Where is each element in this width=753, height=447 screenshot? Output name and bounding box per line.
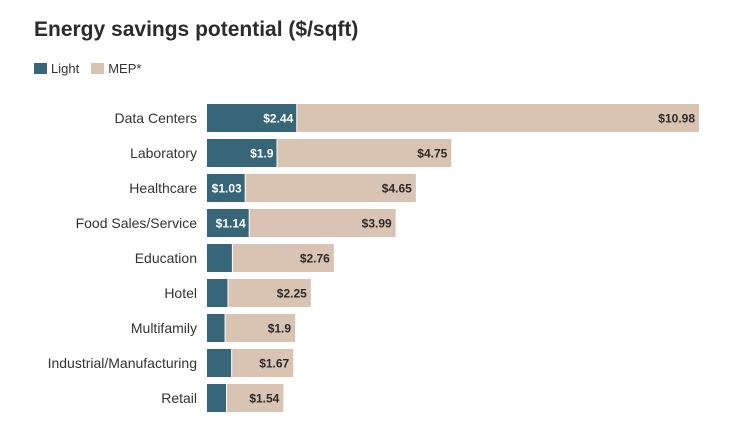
value-label-mep-data-centers: $10.98 bbox=[658, 112, 695, 126]
value-label-light-data-centers: $2.44 bbox=[263, 112, 293, 126]
legend-item-mep: MEP* bbox=[91, 61, 141, 76]
category-label-laboratory: Laboratory bbox=[130, 145, 197, 161]
chart-title: Energy savings potential ($/sqft) bbox=[34, 18, 359, 41]
bar-mep-food-sales-service bbox=[249, 209, 396, 237]
bar-light-data-centers bbox=[207, 104, 297, 132]
legend-swatch-light bbox=[34, 63, 47, 74]
category-label-education: Education bbox=[135, 250, 197, 266]
legend-swatch-mep bbox=[91, 63, 105, 74]
category-label-industrial-manufacturing: Industrial/Manufacturing bbox=[48, 355, 197, 371]
category-label-multifamily: Multifamily bbox=[131, 320, 197, 336]
bar-mep-laboratory bbox=[277, 139, 452, 167]
bar-light-industrial-manufacturing bbox=[207, 349, 232, 377]
value-label-mep-multifamily: $1.9 bbox=[268, 322, 292, 336]
value-label-mep-retail: $1.54 bbox=[249, 392, 279, 406]
value-label-mep-laboratory: $4.75 bbox=[417, 147, 447, 161]
category-label-hotel: Hotel bbox=[164, 285, 197, 301]
legend: Light MEP* bbox=[34, 61, 153, 76]
legend-item-light: Light bbox=[34, 61, 79, 76]
value-label-light-healthcare: $1.03 bbox=[212, 182, 242, 196]
bar-mep-data-centers bbox=[297, 104, 699, 132]
bar-light-laboratory bbox=[207, 139, 277, 167]
bar-mep-retail bbox=[227, 384, 284, 412]
bar-light-healthcare bbox=[207, 174, 245, 202]
value-label-mep-hotel: $2.25 bbox=[277, 287, 307, 301]
bar-mep-healthcare bbox=[245, 174, 416, 202]
bar-light-education bbox=[207, 244, 232, 272]
bar-light-food-sales-service bbox=[207, 209, 249, 237]
legend-label-light: Light bbox=[51, 61, 80, 76]
value-label-mep-healthcare: $4.65 bbox=[382, 182, 412, 196]
bar-light-multifamily bbox=[207, 314, 225, 342]
bar-light-retail bbox=[207, 384, 227, 412]
category-label-retail: Retail bbox=[161, 390, 197, 406]
category-label-food-sales-service: Food Sales/Service bbox=[76, 215, 198, 231]
bar-light-hotel bbox=[207, 279, 228, 307]
bar-mep-education bbox=[232, 244, 334, 272]
value-label-mep-food-sales-service: $3.99 bbox=[362, 217, 392, 231]
category-label-data-centers: Data Centers bbox=[115, 110, 197, 126]
legend-label-mep: MEP* bbox=[108, 61, 142, 76]
value-label-light-laboratory: $1.9 bbox=[250, 147, 274, 161]
bar-mep-hotel bbox=[228, 279, 311, 307]
value-label-mep-education: $2.76 bbox=[300, 252, 330, 266]
bar-mep-multifamily bbox=[225, 314, 296, 342]
value-label-light-food-sales-service: $1.14 bbox=[216, 217, 246, 231]
bar-mep-industrial-manufacturing bbox=[232, 349, 294, 377]
category-label-healthcare: Healthcare bbox=[129, 180, 197, 196]
value-label-mep-industrial-manufacturing: $1.67 bbox=[259, 357, 289, 371]
